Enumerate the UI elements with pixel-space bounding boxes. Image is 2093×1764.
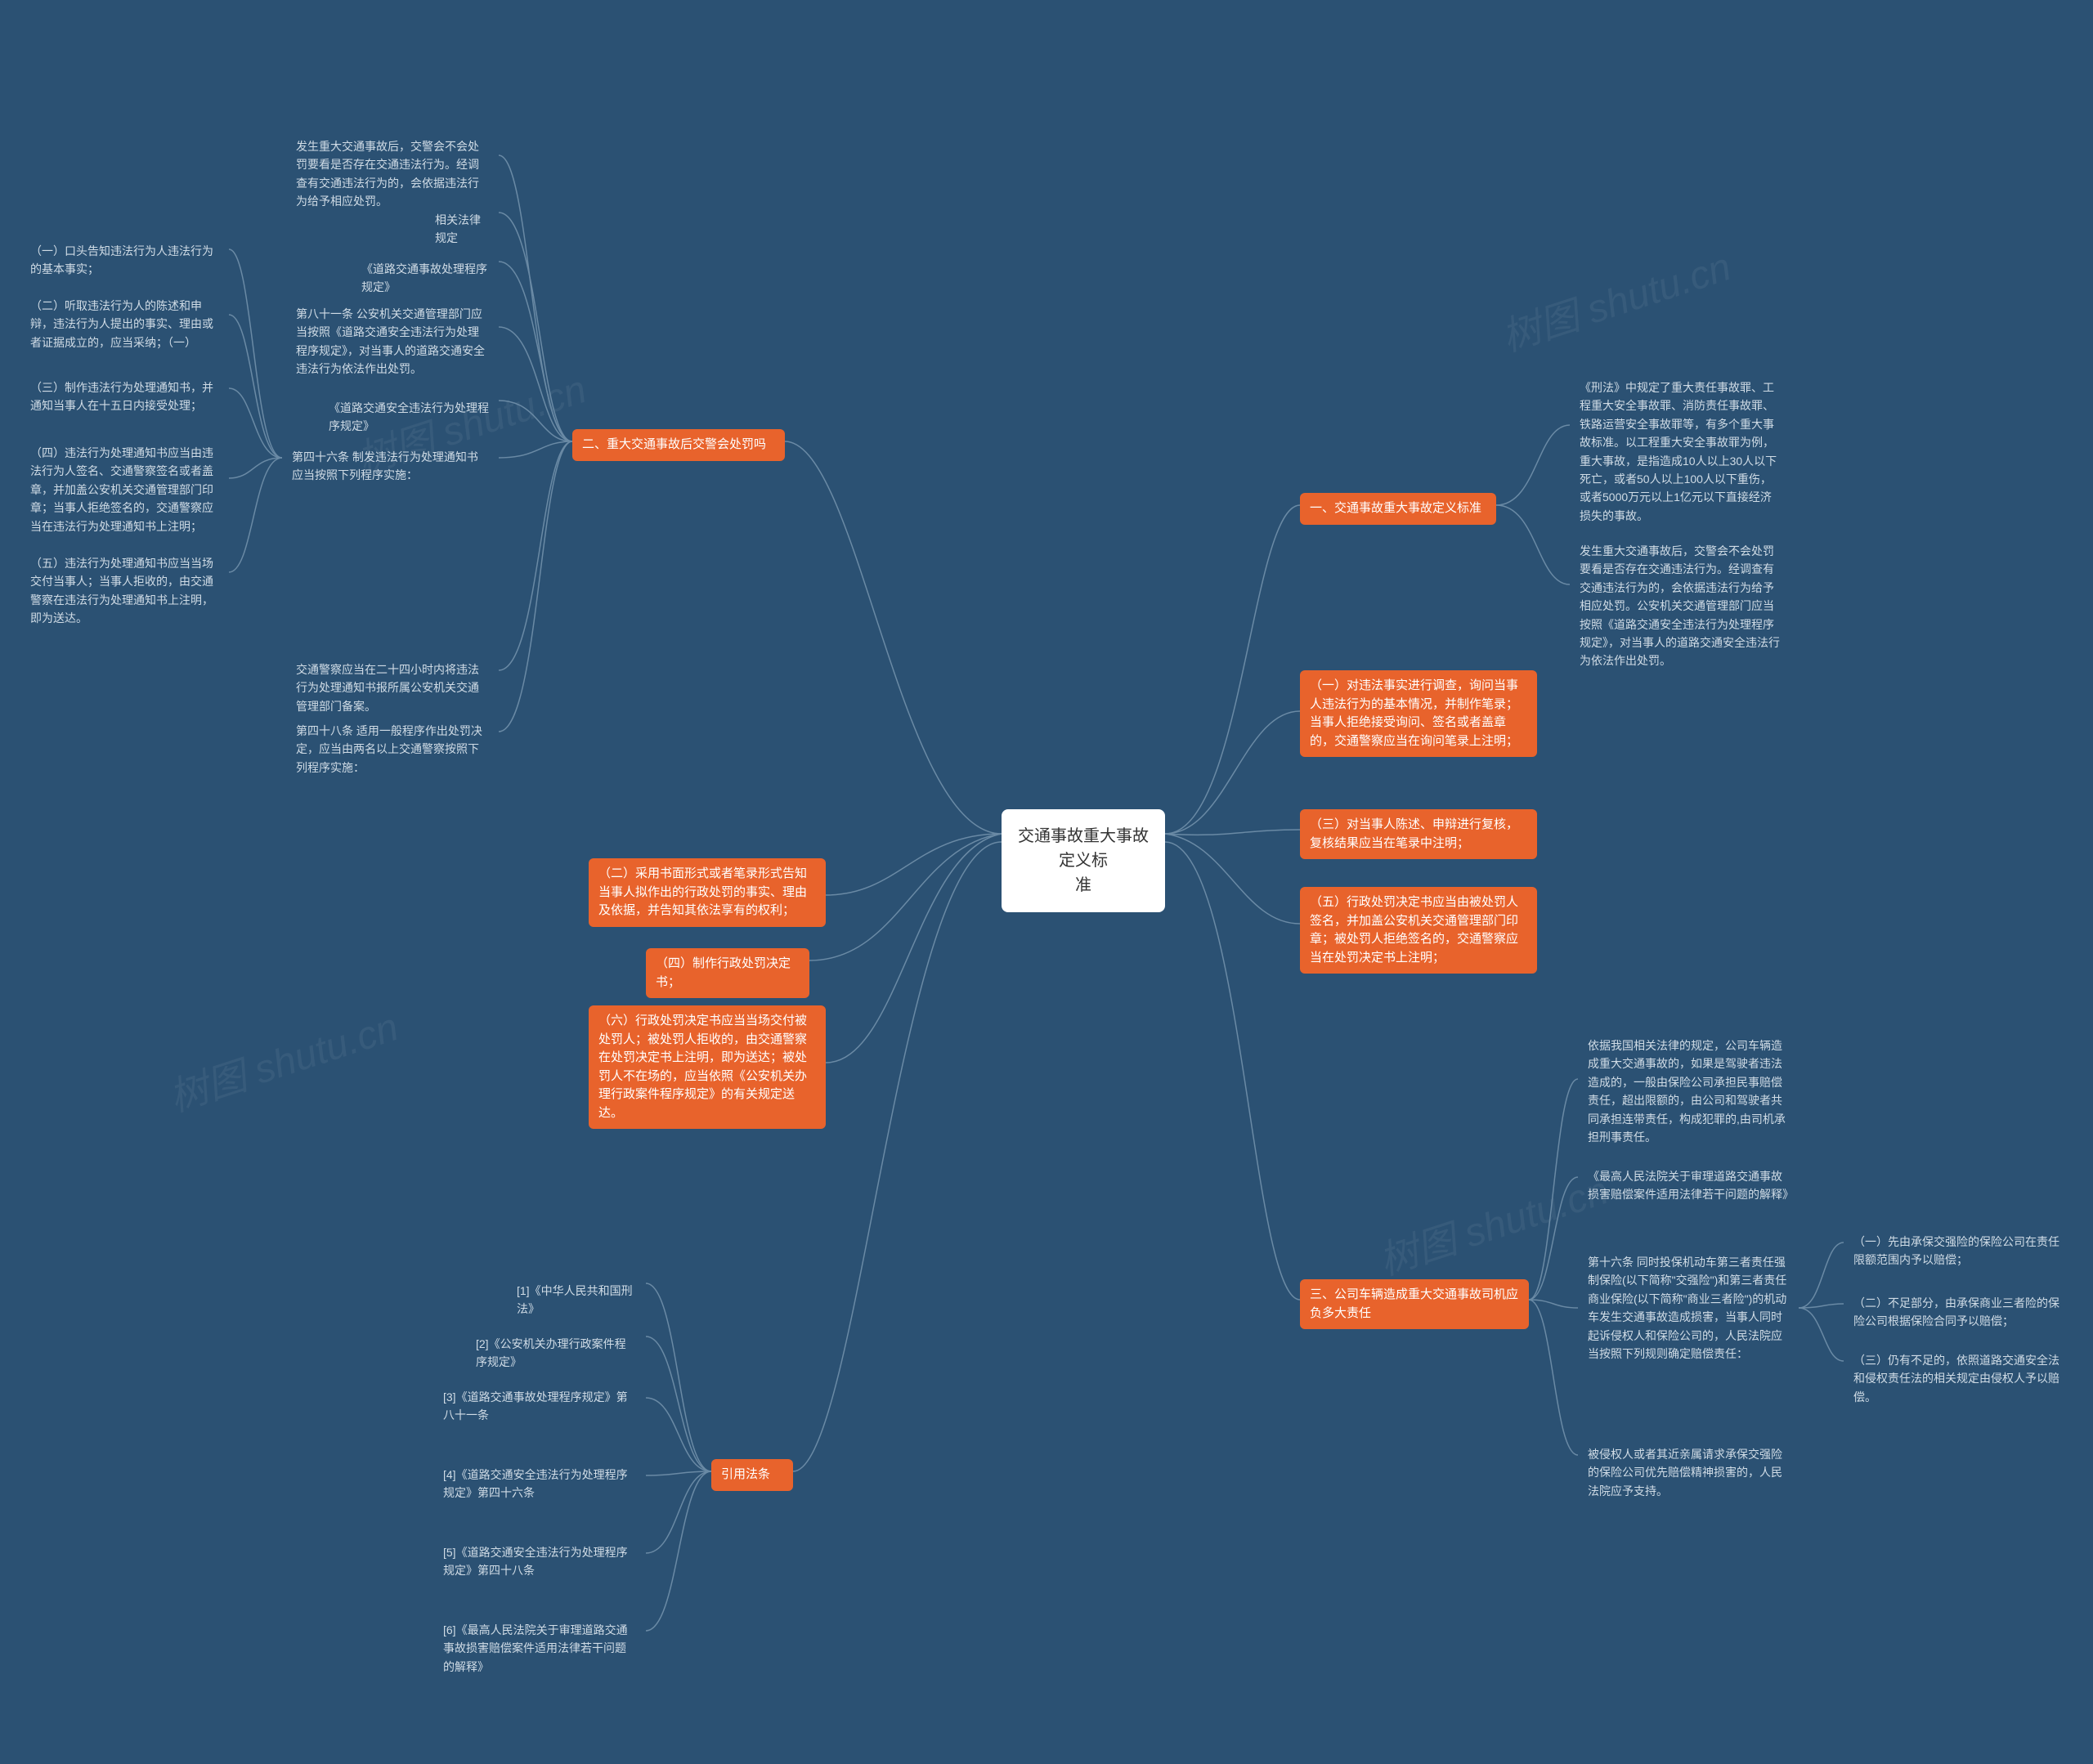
section3-title: 三、公司车辆造成重大交通事故司机应负多大责任 — [1300, 1279, 1529, 1329]
left-orange-item: （四）制作行政处罚决定书； — [646, 948, 809, 998]
section2-child: 第八十一条 公安机关交通管理部门应当按照《道路交通安全违法行为处理程序规定》，对… — [286, 298, 499, 385]
section3-child: 《最高人民法院关于审理道路交通事故损害赔偿案件适用法律若干问题的解释》 — [1578, 1161, 1799, 1211]
cite-title: 引用法条 — [711, 1459, 793, 1491]
section1-child: 发生重大交通事故后，交警会不会处罚要看是否存在交通违法行为。经调查有交通违法行为… — [1570, 535, 1790, 677]
right-orange-item: （三）对当事人陈述、申辩进行复核，复核结果应当在笔录中注明； — [1300, 809, 1537, 859]
article46-item: （二）听取违法行为人的陈述和申辩，违法行为人提出的事实、理由或者证据成立的，应当… — [20, 290, 229, 358]
section3-child: 依据我国相关法律的规定，公司车辆造成重大交通事故的，如果是驾驶者违法造成的，一般… — [1578, 1030, 1799, 1153]
section2-child: 《道路交通事故处理程序规定》 — [352, 253, 499, 303]
root-node: 交通事故重大事故定义标 准 — [1002, 809, 1165, 912]
section2-child: 《道路交通安全违法行为处理程序规定》 — [319, 392, 499, 442]
section2-title: 二、重大交通事故后交警会处罚吗 — [572, 429, 785, 461]
article16-item: （一）先由承保交强险的保险公司在责任限额范围内予以赔偿； — [1844, 1226, 2073, 1276]
article16-item: （三）仍有不足的，依照道路交通安全法和侵权责任法的相关规定由侵权人予以赔偿。 — [1844, 1345, 2073, 1413]
root-line1: 交通事故重大事故定义标 — [1018, 824, 1149, 873]
a48: 第四十八条 适用一般程序作出处罚决定，应当由两名以上交通警察按照下列程序实施： — [286, 715, 499, 783]
article46-item: （五）违法行为处理通知书应当当场交付当事人；当事人拒收的，由交通警察在违法行为处… — [20, 548, 229, 634]
section1-title: 一、交通事故重大事故定义标准 — [1300, 493, 1496, 525]
article46-item: （三）制作违法行为处理通知书，并通知当事人在十五日内接受处理； — [20, 372, 229, 422]
section2-child: 相关法律规定 — [425, 204, 499, 254]
cite-item: [3]《道路交通事故处理程序规定》第八十一条 — [433, 1381, 646, 1431]
a48-pre: 交通警察应当在二十四小时内将违法行为处理通知书报所属公安机关交通管理部门备案。 — [286, 654, 499, 722]
left-orange-item: （六）行政处罚决定书应当当场交付被处罚人；被处罚人拒收的，由交通警察在处罚决定书… — [589, 1005, 826, 1129]
cite-item: [1]《中华人民共和国刑法》 — [507, 1275, 646, 1325]
article16-item: （二）不足部分，由承保商业三者险的保险公司根据保险合同予以赔偿； — [1844, 1287, 2073, 1337]
watermark: 树图 shutu.cn — [160, 995, 404, 1122]
article46-item: （四）违法行为处理通知书应当由违法行为人签名、交通警察签名或者盖章，并加盖公安机… — [20, 437, 229, 542]
watermark: 树图 shutu.cn — [1493, 235, 1737, 362]
root-line2: 准 — [1018, 873, 1149, 898]
section3-tail: 被侵权人或者其近亲属请求承保交强险的保险公司优先赔偿精神损害的，人民法院应予支持… — [1578, 1439, 1799, 1507]
cite-item: [6]《最高人民法院关于审理道路交通事故损害赔偿案件适用法律若干问题的解释》 — [433, 1614, 646, 1682]
cite-item: [4]《道路交通安全违法行为处理程序规定》第四十六条 — [433, 1459, 646, 1509]
section1-child: 《刑法》中规定了重大责任事故罪、工程重大安全事故罪、消防责任事故罪、铁路运营安全… — [1570, 372, 1790, 531]
article46-title: 第四十六条 制发违法行为处理通知书应当按照下列程序实施： — [282, 441, 499, 491]
right-orange-item: （五）行政处罚决定书应当由被处罚人签名，并加盖公安机关交通管理部门印章；被处罚人… — [1300, 887, 1537, 974]
cite-item: [2]《公安机关办理行政案件程序规定》 — [466, 1328, 646, 1378]
right-orange-item: （一）对违法事实进行调查，询问当事人违法行为的基本情况，并制作笔录；当事人拒绝接… — [1300, 670, 1537, 757]
cite-item: [5]《道路交通安全违法行为处理程序规定》第四十八条 — [433, 1537, 646, 1587]
left-orange-item: （二）采用书面形式或者笔录形式告知当事人拟作出的行政处罚的事实、理由及依据，并告… — [589, 858, 826, 927]
article46-item: （一）口头告知违法行为人违法行为的基本事实； — [20, 235, 229, 285]
article16-title: 第十六条 同时投保机动车第三者责任强制保险(以下简称"交强险")和第三者责任商业… — [1578, 1247, 1799, 1369]
